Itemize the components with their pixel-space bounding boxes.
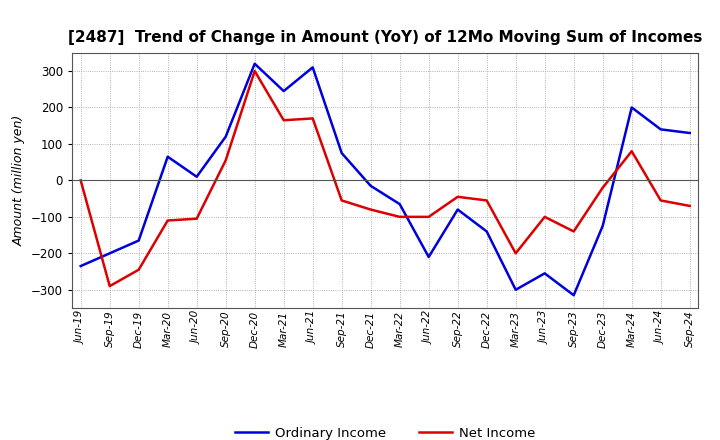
Net Income: [76, 178, 85, 183]
Ordinary Income: [541, 271, 549, 276]
Ordinary Income: [511, 287, 520, 293]
Net Income: [511, 251, 520, 256]
Net Income: [308, 116, 317, 121]
Ordinary Income: [570, 293, 578, 298]
Ordinary Income: [685, 130, 694, 136]
Title: [2487]  Trend of Change in Amount (YoY) of 12Mo Moving Sum of Incomes: [2487] Trend of Change in Amount (YoY) o…: [68, 29, 703, 45]
Y-axis label: Amount (million yen): Amount (million yen): [12, 115, 25, 246]
Ordinary Income: [308, 65, 317, 70]
Net Income: [657, 198, 665, 203]
Ordinary Income: [105, 251, 114, 256]
Net Income: [541, 214, 549, 220]
Ordinary Income: [192, 174, 201, 180]
Net Income: [105, 283, 114, 289]
Net Income: [163, 218, 172, 223]
Ordinary Income: [338, 150, 346, 156]
Net Income: [570, 229, 578, 234]
Ordinary Income: [221, 134, 230, 139]
Net Income: [627, 149, 636, 154]
Ordinary Income: [366, 183, 375, 188]
Ordinary Income: [424, 254, 433, 260]
Ordinary Income: [279, 88, 288, 94]
Ordinary Income: [454, 207, 462, 212]
Net Income: [251, 68, 259, 73]
Net Income: [395, 214, 404, 220]
Ordinary Income: [395, 202, 404, 207]
Net Income: [279, 117, 288, 123]
Net Income: [366, 207, 375, 212]
Ordinary Income: [657, 127, 665, 132]
Ordinary Income: [627, 105, 636, 110]
Net Income: [221, 158, 230, 163]
Net Income: [454, 194, 462, 199]
Net Income: [598, 185, 607, 191]
Ordinary Income: [482, 229, 491, 234]
Ordinary Income: [135, 238, 143, 243]
Net Income: [424, 214, 433, 220]
Line: Net Income: Net Income: [81, 71, 690, 286]
Net Income: [338, 198, 346, 203]
Ordinary Income: [163, 154, 172, 159]
Line: Ordinary Income: Ordinary Income: [81, 64, 690, 295]
Net Income: [685, 203, 694, 209]
Net Income: [135, 267, 143, 272]
Net Income: [482, 198, 491, 203]
Ordinary Income: [251, 61, 259, 66]
Net Income: [192, 216, 201, 221]
Ordinary Income: [76, 264, 85, 269]
Ordinary Income: [598, 224, 607, 229]
Legend: Ordinary Income, Net Income: Ordinary Income, Net Income: [230, 422, 540, 440]
